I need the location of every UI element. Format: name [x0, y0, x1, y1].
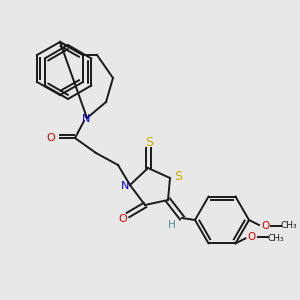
Text: CH₃: CH₃ [267, 234, 284, 243]
Text: O: O [118, 214, 127, 224]
Text: O: O [46, 133, 56, 143]
Text: H: H [168, 220, 176, 230]
Text: S: S [145, 136, 153, 149]
Text: N: N [121, 181, 129, 191]
Text: N: N [82, 114, 90, 124]
Text: O: O [248, 232, 256, 242]
Text: S: S [174, 170, 182, 184]
Text: O: O [261, 221, 269, 231]
Text: CH₃: CH₃ [281, 221, 297, 230]
